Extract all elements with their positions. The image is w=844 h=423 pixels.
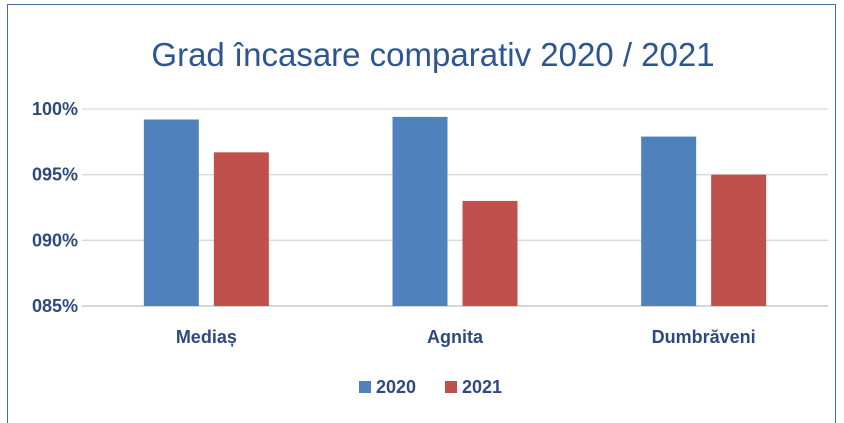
bar-2021-3: [711, 174, 767, 306]
legend-label-2021: 2021: [462, 377, 502, 397]
y-tick-label: 095%: [32, 165, 78, 185]
chart-title: Grad încasare comparativ 2020 / 2021: [151, 36, 714, 73]
bar-2020-1: [143, 119, 199, 306]
bar-2021-2: [462, 200, 518, 306]
legend-swatch-2020: [359, 381, 371, 393]
x-tick-label: Agnita: [427, 327, 484, 347]
y-tick-label: 085%: [32, 296, 78, 316]
y-axis-ticks: 085% 090% 095% 100%: [32, 99, 78, 316]
legend: 2020 2021: [359, 377, 502, 397]
y-tick-label: 090%: [32, 230, 78, 250]
legend-label-2020: 2020: [376, 377, 416, 397]
x-tick-label: Mediaș: [176, 327, 237, 347]
y-tick-label: 100%: [32, 99, 78, 119]
legend-swatch-2021: [445, 381, 457, 393]
x-axis-ticks: Mediaș Agnita Dumbrăveni: [176, 327, 756, 347]
x-tick-label: Dumbrăveni: [652, 327, 756, 347]
bar-2020-2: [392, 116, 448, 306]
chart-frame: [7, 4, 836, 423]
bar-2021-1: [213, 152, 269, 306]
bar-2020-3: [641, 136, 697, 306]
gridlines: [82, 108, 828, 307]
bars: [143, 116, 767, 306]
